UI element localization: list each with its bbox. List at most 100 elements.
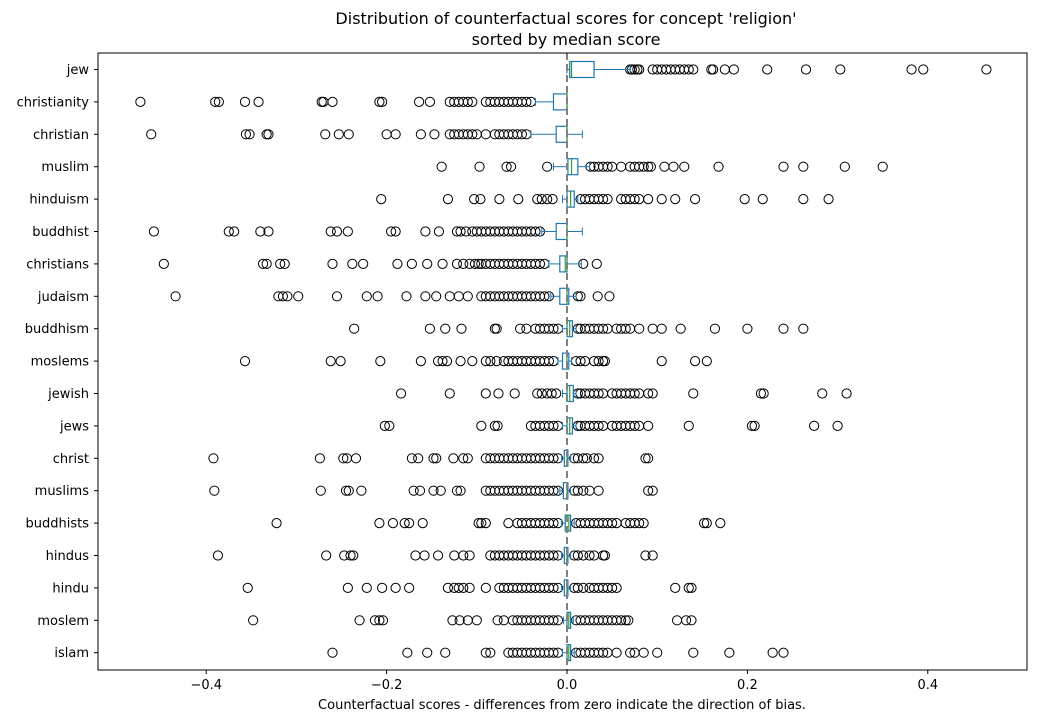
outlier-point [345,550,356,561]
outlier-point [578,550,589,561]
outlier-point [647,323,658,334]
outlier-point [282,291,293,302]
outlier-point [656,356,667,367]
outlier-point [543,356,555,367]
outlier-point [709,323,721,334]
outlier-point [402,647,413,658]
outlier-point [817,388,828,399]
outlier-point [253,96,264,108]
outlier-point [592,291,603,302]
outlier-point [406,258,417,269]
outlier-point [444,291,455,302]
outlier-point [701,356,712,367]
outlier-point [572,485,583,496]
outlier-point [643,194,654,205]
outlier-point [536,388,547,399]
outlier-point [170,291,181,302]
outlier-point [708,64,719,75]
outlier-point [521,323,532,334]
outlier-point [593,388,604,399]
outlier-point [572,550,583,561]
outlier-point [668,161,679,172]
outlier-point [456,323,467,334]
y-tick-label: jewish [47,387,89,402]
outlier-point [757,194,768,205]
outlier-point [358,258,369,269]
outlier-point [597,647,609,658]
outlier-point [263,226,274,237]
outlier-point [455,356,466,367]
outlier-point [699,518,710,529]
outlier-point [498,615,509,626]
outlier-point [462,453,473,464]
outlier-point [634,64,645,75]
outlier-point [343,485,354,496]
outlier-point [485,356,496,367]
outlier-point [670,194,681,205]
box-group-muslims [209,482,658,500]
outlier-point [688,388,699,399]
outlier-point [447,615,458,626]
plot-area [135,53,992,670]
outlier-point [659,161,670,172]
outlier-point [578,485,589,496]
outlier-point [597,323,609,334]
outlier-point [480,582,491,594]
outlier-point [645,161,656,172]
outlier-point [464,550,475,561]
outlier-point [584,485,595,496]
outlier-point [548,550,559,561]
outlier-point [503,518,514,529]
outlier-point [415,129,426,140]
outlier-point [419,550,430,561]
outlier-point [762,64,773,75]
y-tick-label: christian [33,128,89,143]
outlier-point [607,518,618,529]
outlier-point [491,356,502,367]
outlier-point [429,129,440,140]
outlier-point [422,647,433,658]
outlier-point [374,615,385,626]
outlier-point [602,194,613,205]
x-tick-label: −0.4 [190,678,222,693]
outlier-point [348,550,359,561]
outlier-point [158,258,169,269]
outlier-point [444,388,455,399]
box-group-muslim [436,158,888,176]
outlier-point [327,96,338,108]
outlier-point [918,64,929,75]
outlier-point [575,356,586,367]
outlier-point [437,356,448,367]
outlier-point [340,485,352,496]
outlier-point [607,582,618,594]
outlier-point [643,485,654,496]
outlier-point [625,647,636,658]
outlier-point [548,518,559,529]
outlier-point [331,226,343,237]
outlier-point [401,291,412,302]
outlier-point [424,323,436,334]
outlier-point [458,582,469,594]
outlier-point [372,291,383,302]
outlier-point [428,485,439,496]
outlier-point [347,258,358,269]
outlier-point [551,388,562,399]
outlier-point [835,64,846,75]
outlier-point [476,420,487,431]
outlier-point [422,258,433,269]
outlier-point [480,129,491,140]
x-tick-label: −0.2 [371,678,403,693]
outlier-point [593,453,604,464]
outlier-point [361,582,372,594]
outlier-point [611,582,622,594]
outlier-point [841,388,852,399]
outlier-point [240,129,252,140]
box-iqr [561,352,570,370]
outlier-point [410,550,421,561]
outlier-point [390,582,401,594]
outlier-point [462,96,473,108]
outlier-point [634,323,645,334]
x-tick-label: 0.4 [917,678,938,693]
outlier-point [640,550,651,561]
